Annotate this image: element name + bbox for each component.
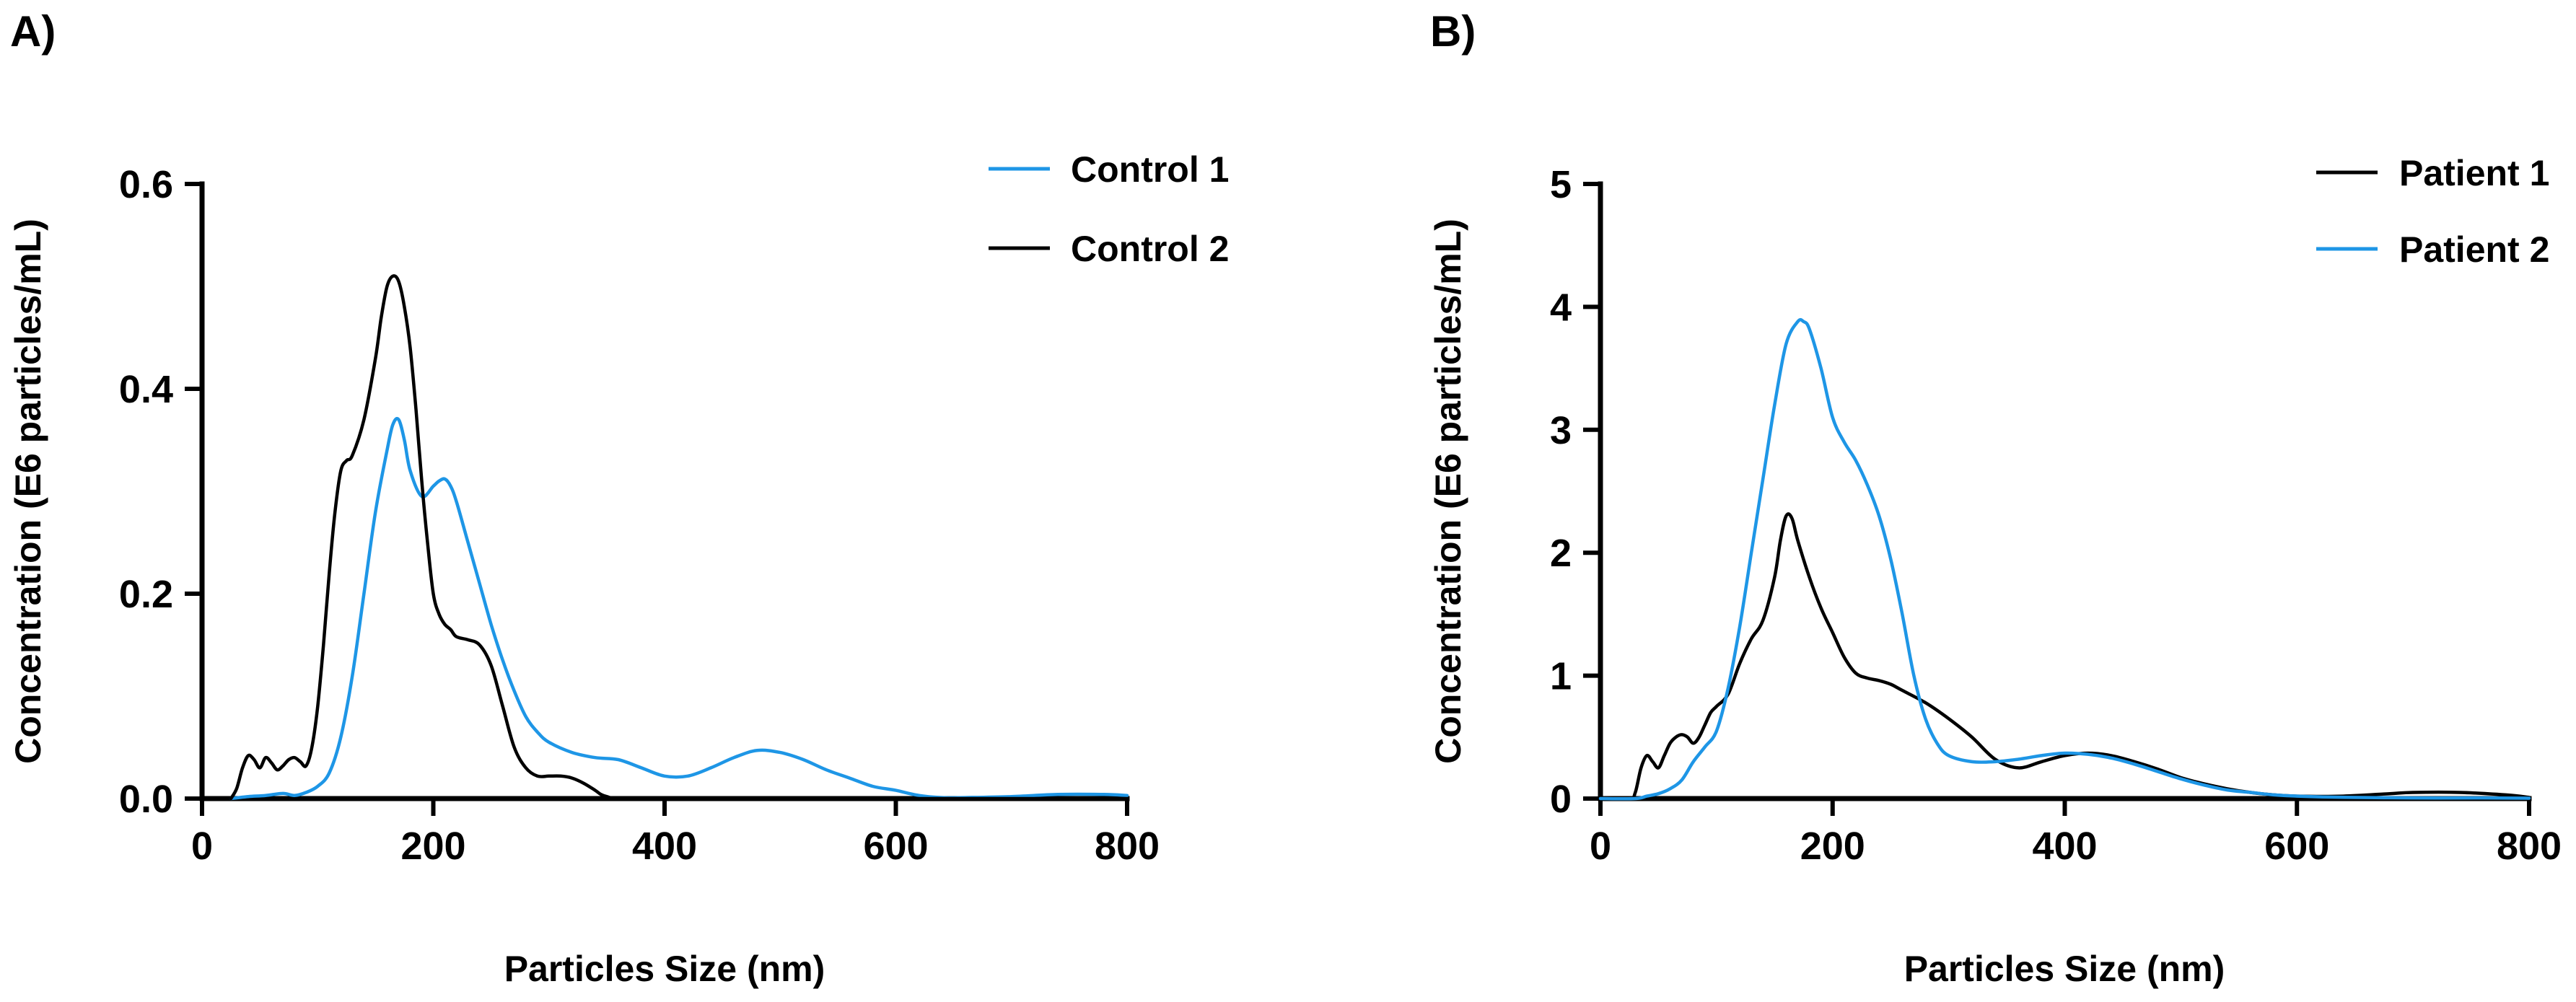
legend-label: Control 2 <box>1071 229 1229 269</box>
legend-item-control-1: Control 1 <box>989 149 1229 190</box>
y-tick-label: 0 <box>1550 778 1572 821</box>
panel-a-chart: A) 0 200 400 600 800 0.0 0.2 0.4 0.6 Particles S… <box>8 7 1229 989</box>
x-tick-label: 200 <box>1800 825 1865 868</box>
x-tick-label: 400 <box>2032 825 2097 868</box>
y-tick-label: 0.4 <box>119 368 173 411</box>
y-tick-label: 4 <box>1550 286 1572 329</box>
panel-a-label: A) <box>10 7 56 56</box>
legend-label: Patient 2 <box>2399 229 2549 270</box>
y-tick-label: 0.6 <box>119 163 173 206</box>
legend-item-patient-1: Patient 1 <box>2316 153 2549 193</box>
panel-b-chart: B) 0 200 400 600 800 0 1 2 3 4 5 Particles Size (n… <box>1428 7 2562 989</box>
panel-a-plot-area <box>229 274 1129 801</box>
series-line-patient-2 <box>1598 317 2531 801</box>
panel-a-x-axis-title: Particles Size (nm) <box>504 949 825 989</box>
x-tick-label: 200 <box>400 825 465 868</box>
x-tick-label: 800 <box>1095 825 1160 868</box>
y-tick-label: 0.0 <box>119 778 173 821</box>
legend-label: Control 1 <box>1071 149 1229 190</box>
legend-item-patient-2: Patient 2 <box>2316 229 2549 270</box>
panel-b-legend: Patient 1 Patient 2 <box>2316 153 2549 270</box>
y-tick-label: 2 <box>1550 532 1572 575</box>
series-line-control-2 <box>229 274 1129 801</box>
legend-label: Patient 1 <box>2399 153 2549 193</box>
x-tick-label: 0 <box>1590 825 1611 868</box>
x-tick-label: 600 <box>863 825 928 868</box>
panel-b-plot-area <box>1598 317 2531 801</box>
panel-a-legend: Control 1 Control 2 <box>989 149 1229 269</box>
series-line-control-1 <box>229 416 1129 801</box>
x-tick-label: 600 <box>2264 825 2329 868</box>
panel-b-label: B) <box>1430 7 1476 56</box>
x-tick-label: 800 <box>2497 825 2562 868</box>
panel-b-y-axis-title: Concentration (E6 particles/mL) <box>1428 219 1468 764</box>
legend-item-control-2: Control 2 <box>989 229 1229 269</box>
panel-b-x-axis-title: Particles Size (nm) <box>1904 949 2225 989</box>
y-tick-label: 3 <box>1550 409 1572 452</box>
panel-a-y-axis-title: Concentration (E6 particles/mL) <box>8 219 48 764</box>
y-tick-label: 1 <box>1550 655 1572 698</box>
x-tick-label: 400 <box>632 825 697 868</box>
x-tick-label: 0 <box>191 825 213 868</box>
series-line-patient-1 <box>1598 512 2531 801</box>
y-tick-label: 0.2 <box>119 573 173 616</box>
y-tick-label: 5 <box>1550 163 1572 206</box>
